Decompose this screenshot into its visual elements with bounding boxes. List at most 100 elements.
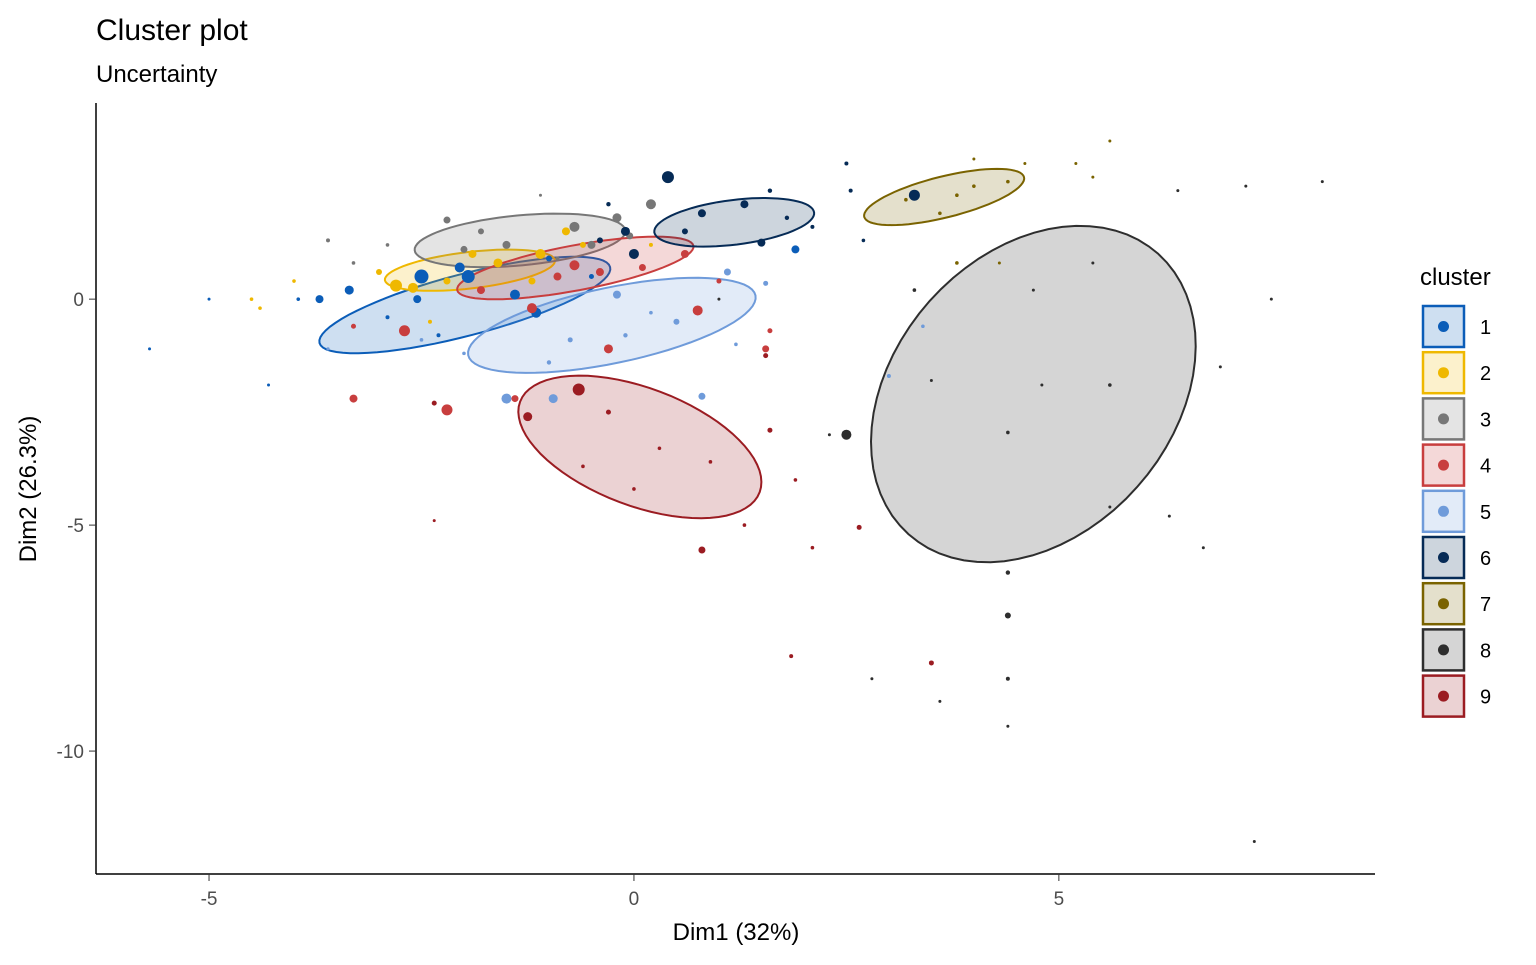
point-cluster-5 [567,337,573,343]
point-cluster-8 [1006,430,1010,435]
point-cluster-4 [569,260,580,271]
point-cluster-8 [1005,570,1011,575]
point-cluster-2 [389,279,402,292]
point-cluster-7 [972,157,976,161]
point-cluster-8 [1108,383,1112,387]
point-cluster-4 [398,325,410,337]
legend-label: 2 [1480,363,1491,385]
y-tick-label: -10 [57,742,84,763]
legend-key [1421,304,1466,349]
point-cluster-3 [569,221,580,232]
point-cluster-1 [509,289,520,300]
point-cluster-1 [545,255,552,262]
point-cluster-3 [645,199,656,210]
point-cluster-2 [528,277,536,285]
point-cluster-5 [326,347,330,351]
point-cluster-3 [587,240,596,249]
ellipse-cluster-1 [318,255,612,355]
legend-label: 7 [1480,594,1491,616]
point-cluster-4 [762,345,770,353]
point-cluster-4 [441,404,453,416]
point-cluster-8 [938,699,942,703]
point-cluster-5 [612,290,621,299]
point-cluster-7 [1091,175,1095,179]
point-cluster-8 [1091,261,1095,265]
point-cluster-8 [841,429,852,440]
x-tick-label: 0 [629,889,640,910]
point-cluster-4 [692,305,703,316]
point-cluster-8 [1252,839,1256,843]
legend-point [1438,598,1449,610]
point-cluster-7 [955,193,959,197]
point-cluster-3 [443,216,451,224]
legend-point [1438,367,1449,379]
point-cluster-4 [526,303,537,314]
point-cluster-5 [886,373,891,378]
point-cluster-2 [648,242,653,247]
point-cluster-4 [603,344,613,354]
point-cluster-3 [502,240,511,249]
point-cluster-9 [572,383,585,396]
point-cluster-3 [555,256,560,261]
legend-label: 9 [1480,687,1491,709]
point-cluster-8 [1167,514,1171,518]
point-cluster-5 [921,324,925,329]
point-cluster-9 [793,478,798,482]
legend-title: cluster [1420,264,1491,291]
point-cluster-9 [605,409,611,415]
point-cluster-8 [1269,297,1273,301]
point-cluster-1 [436,333,441,338]
point-cluster-5 [734,342,738,347]
point-cluster-6 [596,237,603,244]
x-axis-label: Dim1 (32%) [673,919,800,946]
point-cluster-1 [148,347,152,351]
point-cluster-2 [579,241,586,248]
point-cluster-9 [856,524,862,530]
point-cluster-6 [661,171,674,184]
point-cluster-4 [595,268,604,277]
point-cluster-3 [326,238,331,243]
point-cluster-8 [1005,676,1010,681]
point-cluster-2 [292,279,296,283]
legend-key [1421,535,1466,580]
ellipse-cluster-6 [653,196,816,248]
point-cluster-2 [407,282,418,293]
legend-item-4: 4 [1421,443,1491,487]
legend-point [1438,505,1449,517]
y-tick-label: 0 [73,290,84,311]
point-cluster-8 [717,297,721,301]
legend-key [1421,350,1466,395]
point-cluster-7 [1006,179,1010,184]
ellipse-cluster-8 [869,224,1197,564]
legend-label: 3 [1480,409,1491,431]
point-cluster-6 [697,209,706,218]
point-cluster-4 [476,286,485,295]
point-cluster-4 [638,264,646,272]
point-cluster-6 [861,238,866,243]
point-cluster-1 [315,295,324,304]
point-cluster-6 [620,226,630,236]
point-cluster-8 [1244,184,1248,188]
points-layer [148,139,1324,843]
point-cluster-7 [997,261,1001,265]
point-cluster-6 [810,224,815,229]
point-cluster-8 [1320,180,1324,184]
legend-point [1438,413,1449,425]
point-cluster-8 [1201,546,1205,550]
point-cluster-4 [680,249,689,258]
legend-item-7: 7 [1421,581,1491,626]
point-cluster-6 [606,202,611,207]
point-cluster-6 [681,228,688,235]
x-tick-label: -5 [201,889,218,910]
point-cluster-9 [632,487,636,491]
point-cluster-6 [784,215,790,220]
point-cluster-4 [716,278,722,284]
legend-item-9: 9 [1421,674,1491,718]
point-cluster-4 [767,328,773,334]
legend-point [1438,690,1449,702]
chart-title: Cluster plot [96,14,248,47]
point-cluster-8 [1004,612,1011,619]
point-cluster-2 [249,297,254,301]
chart-subtitle: Uncertainty [96,61,217,88]
